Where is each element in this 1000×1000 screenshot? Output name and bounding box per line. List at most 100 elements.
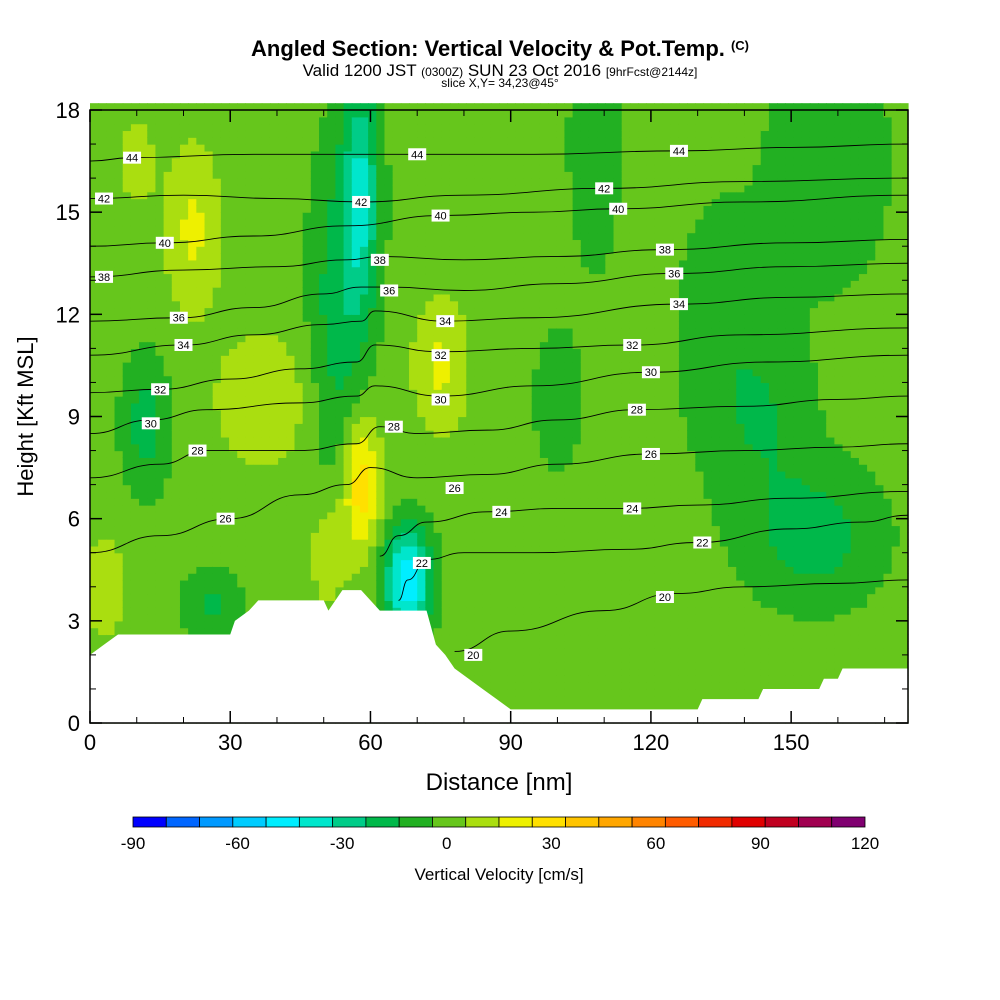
isentrope-label-bg xyxy=(384,420,403,433)
isentrope-label: 20 xyxy=(467,650,479,662)
colorbar-tick-label: 0 xyxy=(442,834,451,853)
isentrope-group xyxy=(89,143,909,652)
colorbar-swatch xyxy=(764,816,799,828)
isentrope-label-bg xyxy=(174,338,193,351)
isentrope-label: 32 xyxy=(154,384,166,396)
isentrope-label: 42 xyxy=(598,183,610,195)
isentrope-label: 22 xyxy=(416,558,428,570)
isentrope-label: 38 xyxy=(374,255,386,267)
x-tick-label: 90 xyxy=(498,730,522,755)
isentrope-label: 28 xyxy=(388,422,400,434)
isentrope-30 xyxy=(89,354,909,434)
colorbar-swatch xyxy=(598,816,633,828)
isentrope-label: 34 xyxy=(439,316,451,328)
isentrope-label-bg xyxy=(669,298,688,311)
colorbar-swatch xyxy=(165,816,200,828)
isentrope-label: 26 xyxy=(219,514,231,526)
isentrope-36 xyxy=(89,262,909,322)
colorbar-tick-label: -60 xyxy=(225,834,250,853)
isentrope-label-bg xyxy=(95,270,114,283)
isentrope-label: 44 xyxy=(126,153,138,165)
isentrope-label-bg xyxy=(141,417,160,430)
colorbar-swatch xyxy=(631,816,666,828)
isentrope-label-bg xyxy=(188,444,207,457)
colorbar-swatch xyxy=(831,816,866,828)
colorbar-swatch xyxy=(232,816,267,828)
chart-slice-info: slice X,Y= 34,23@45° xyxy=(441,76,559,90)
isentrope-label: 40 xyxy=(159,238,171,250)
colorbar-swatch xyxy=(731,816,766,828)
isentrope-label: 36 xyxy=(383,285,395,297)
colorbar-tick-label: 30 xyxy=(542,834,561,853)
isentrope-label-bg xyxy=(436,315,455,328)
chart-subtitle: Valid 1200 JST (0300Z) SUN 23 Oct 2016 [… xyxy=(302,61,698,80)
isentrope-label: 22 xyxy=(696,538,708,550)
isentrope-label-bg xyxy=(169,311,188,324)
isentrope-label-bg xyxy=(431,393,450,406)
chart-title: Angled Section: Vertical Velocity & Pot.… xyxy=(251,36,749,61)
colorbar-tick-label: 120 xyxy=(851,834,879,853)
x-axis-label: Distance [nm] xyxy=(426,769,573,796)
terrain xyxy=(90,590,908,723)
isentrope-label: 28 xyxy=(191,446,203,458)
isentrope-label: 40 xyxy=(612,204,624,216)
isentrope-label: 30 xyxy=(145,418,157,430)
isentrope-label-bg xyxy=(95,192,114,205)
isentrope-label: 38 xyxy=(98,272,110,284)
isentrope-42 xyxy=(89,177,909,203)
isentrope-label: 30 xyxy=(645,367,657,379)
isentrope-label: 36 xyxy=(173,313,185,325)
isentrope-24 xyxy=(379,490,909,557)
x-tick-label: 120 xyxy=(633,730,670,755)
isentrope-label-bg xyxy=(431,209,450,222)
x-tick-label: 0 xyxy=(84,730,96,755)
colorbar-swatch xyxy=(498,816,533,828)
colorbar-label: Vertical Velocity [cm/s] xyxy=(414,865,583,884)
isentrope-40 xyxy=(89,194,909,247)
isentrope-28 xyxy=(89,395,909,479)
isentrope-label-bg xyxy=(627,403,646,416)
isentrope-label: 30 xyxy=(434,394,446,406)
colorbar-swatch xyxy=(432,816,467,828)
isentrope-label: 44 xyxy=(411,149,423,161)
colorbar-swatch xyxy=(132,816,167,828)
y-tick-label: 9 xyxy=(68,405,80,430)
isentrope-label: 20 xyxy=(659,592,671,604)
x-tick-label: 30 xyxy=(218,730,242,755)
isentrope-label-bg xyxy=(623,502,642,515)
isentrope-38 xyxy=(89,238,909,278)
colorbar-swatch xyxy=(664,816,700,828)
colorbar-tick-label: 90 xyxy=(751,834,770,853)
colorbar-tick-label: -90 xyxy=(121,834,146,853)
isentrope-label: 24 xyxy=(626,503,638,515)
y-tick-label: 15 xyxy=(56,200,80,225)
colorbar-tick-label: 60 xyxy=(646,834,665,853)
isentrope-label-bg xyxy=(693,536,712,549)
isentrope-label: 34 xyxy=(673,299,685,311)
isentrope-label-bg xyxy=(641,447,660,460)
y-tick-label: 12 xyxy=(56,302,80,327)
isentrope-label-bg xyxy=(464,648,483,661)
colorbar-swatch xyxy=(565,816,600,828)
isentrope-label: 34 xyxy=(177,340,189,352)
isentrope-label: 26 xyxy=(645,449,657,461)
isentrope-label: 26 xyxy=(448,483,460,495)
y-tick-label: 3 xyxy=(68,609,80,634)
isentrope-label-bg xyxy=(641,366,660,379)
isentrope-label: 38 xyxy=(659,245,671,257)
isentrope-label-bg xyxy=(216,512,235,525)
isentrope-label-bg xyxy=(370,253,389,266)
isentrope-label-bg xyxy=(412,556,431,569)
colorbar-tick-label: -30 xyxy=(330,834,355,853)
isentrope-label-bg xyxy=(669,144,688,157)
copyright-mark: (C) xyxy=(730,38,749,53)
isentrope-label-bg xyxy=(655,590,674,603)
isentrope-label-bg xyxy=(609,202,628,215)
isentrope-label-bg xyxy=(655,243,674,256)
colorbar-swatch xyxy=(698,816,733,828)
isentrope-label-bg xyxy=(380,284,399,297)
isentrope-label-bg xyxy=(352,195,371,208)
colorbar-swatch xyxy=(265,816,300,828)
y-tick-label: 18 xyxy=(56,98,80,123)
